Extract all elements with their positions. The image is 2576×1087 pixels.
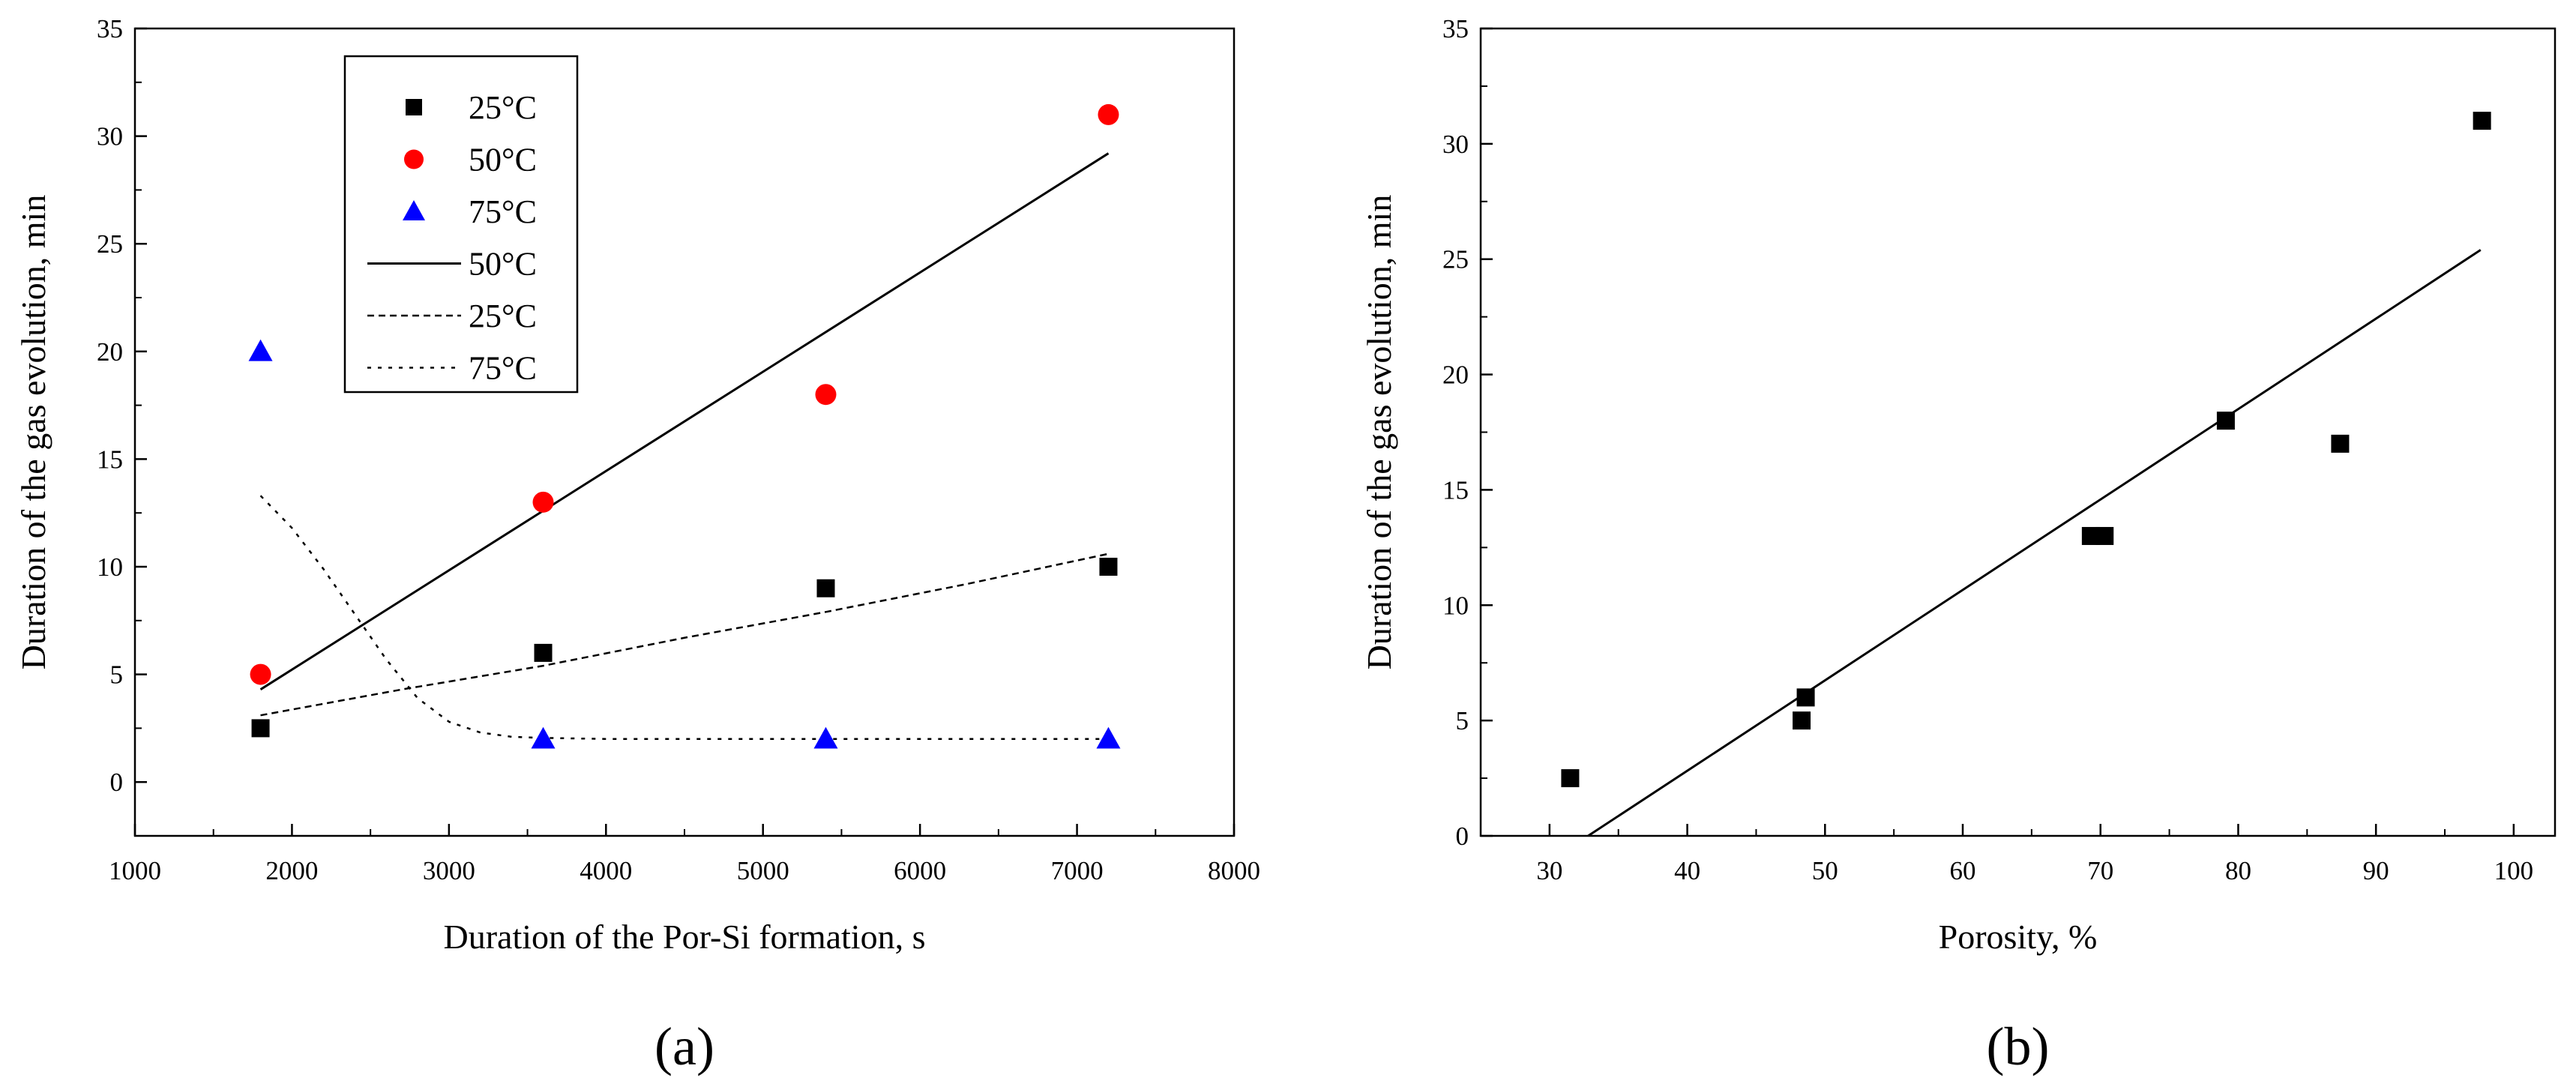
y-tick-label: 0 <box>110 768 124 797</box>
y-tick-label: 30 <box>1442 130 1469 159</box>
data-point-square <box>251 719 270 738</box>
y-tick-label: 35 <box>97 14 123 43</box>
legend-box <box>343 55 579 394</box>
x-tick-label: 90 <box>2363 856 2389 885</box>
data-point-square <box>2473 112 2491 130</box>
x-tick-label: 50 <box>1812 856 1838 885</box>
x-tick-label: 7000 <box>1051 856 1104 885</box>
y-tick-label: 10 <box>1442 591 1469 620</box>
panel-a-chart: 1000 2000 3000 4000 5000 6000 7000 8000 0 5 10 15 20… <box>14 14 1260 1077</box>
y-tick-label: 25 <box>1442 245 1469 274</box>
fit-line-solid <box>259 152 1110 690</box>
legend-label: 75°C <box>469 350 537 387</box>
panel-label: (b) <box>1987 1017 2050 1077</box>
x-tick-label: 40 <box>1674 856 1700 885</box>
y-tick-label: 5 <box>1456 706 1469 735</box>
data-point-square <box>1793 711 1811 730</box>
y-tick-label: 20 <box>97 337 123 367</box>
y-axis-title: Duration of the gas evolution, min <box>1360 195 1398 670</box>
data-point-circle <box>1098 103 1119 125</box>
data-point-triangle <box>531 726 556 749</box>
y-tick-label: 25 <box>97 229 123 259</box>
x-tick-label: 1000 <box>109 856 161 885</box>
x-tick-label: 100 <box>2494 856 2534 885</box>
data-point-square <box>816 579 835 597</box>
data-point-circle <box>250 663 271 685</box>
data-point-square <box>1796 688 1815 707</box>
data-point-triangle <box>1096 726 1121 749</box>
legend-label: 25°C <box>469 298 537 334</box>
plot-frame <box>133 27 1236 837</box>
y-tick-label: 15 <box>97 445 123 474</box>
y-tick-label: 35 <box>1442 14 1469 43</box>
legend: 25°C 50°C 75°C 50°C 25°C 75°C <box>343 55 579 394</box>
x-axis-title: Duration of the Por-Si formation, s <box>444 918 926 956</box>
data-point-square <box>1099 558 1118 576</box>
y-axis-title: Duration of the gas evolution, min <box>14 195 52 670</box>
x-tick-label: 3000 <box>423 856 475 885</box>
x-tick-label: 30 <box>1536 856 1562 885</box>
panel-label: (a) <box>654 1017 714 1077</box>
y-tick-label: 20 <box>1442 361 1469 390</box>
legend-marker-triangle <box>403 200 425 220</box>
data-point-square <box>2216 412 2235 430</box>
panel-b-chart: 30 40 50 60 70 80 90 100 0 5 10 15 20 25 30 35 Porosity,… <box>1360 14 2557 1077</box>
x-tick-label: 80 <box>2225 856 2251 885</box>
fit-line-dotted <box>259 495 1109 741</box>
legend-marker-square <box>406 99 422 115</box>
legend-label: 75°C <box>469 193 537 230</box>
plot-frame <box>1479 27 2557 837</box>
data-point-square <box>1561 769 1580 788</box>
y-tick-label: 30 <box>97 122 123 151</box>
x-tick-label: 60 <box>1950 856 1976 885</box>
data-point-triangle <box>248 339 273 361</box>
x-tick-label: 6000 <box>894 856 946 885</box>
data-point-triangle <box>813 726 838 749</box>
x-tick-label: 4000 <box>580 856 632 885</box>
legend-marker-circle <box>404 149 424 169</box>
data-point-square <box>2331 434 2350 453</box>
y-tick-label: 10 <box>97 552 123 582</box>
x-tick-label: 5000 <box>737 856 789 885</box>
legend-label: 25°C <box>469 89 537 126</box>
x-axis-title: Porosity, % <box>1939 918 2098 956</box>
data-point-square <box>2095 526 2114 545</box>
data-point-circle <box>532 491 554 513</box>
y-tick-label: 0 <box>1456 822 1469 851</box>
y-tick-label: 15 <box>1442 475 1469 505</box>
data-point-circle <box>815 384 837 406</box>
x-tick-label: 70 <box>2087 856 2113 885</box>
legend-label: 50°C <box>469 142 537 178</box>
fit-line-dashed <box>260 552 1109 717</box>
x-tick-label: 8000 <box>1208 856 1260 885</box>
fit-line-solid <box>1587 249 2482 837</box>
data-point-square <box>534 643 553 662</box>
x-tick-label: 2000 <box>265 856 318 885</box>
y-tick-label: 5 <box>110 660 124 690</box>
legend-label: 50°C <box>469 246 537 283</box>
